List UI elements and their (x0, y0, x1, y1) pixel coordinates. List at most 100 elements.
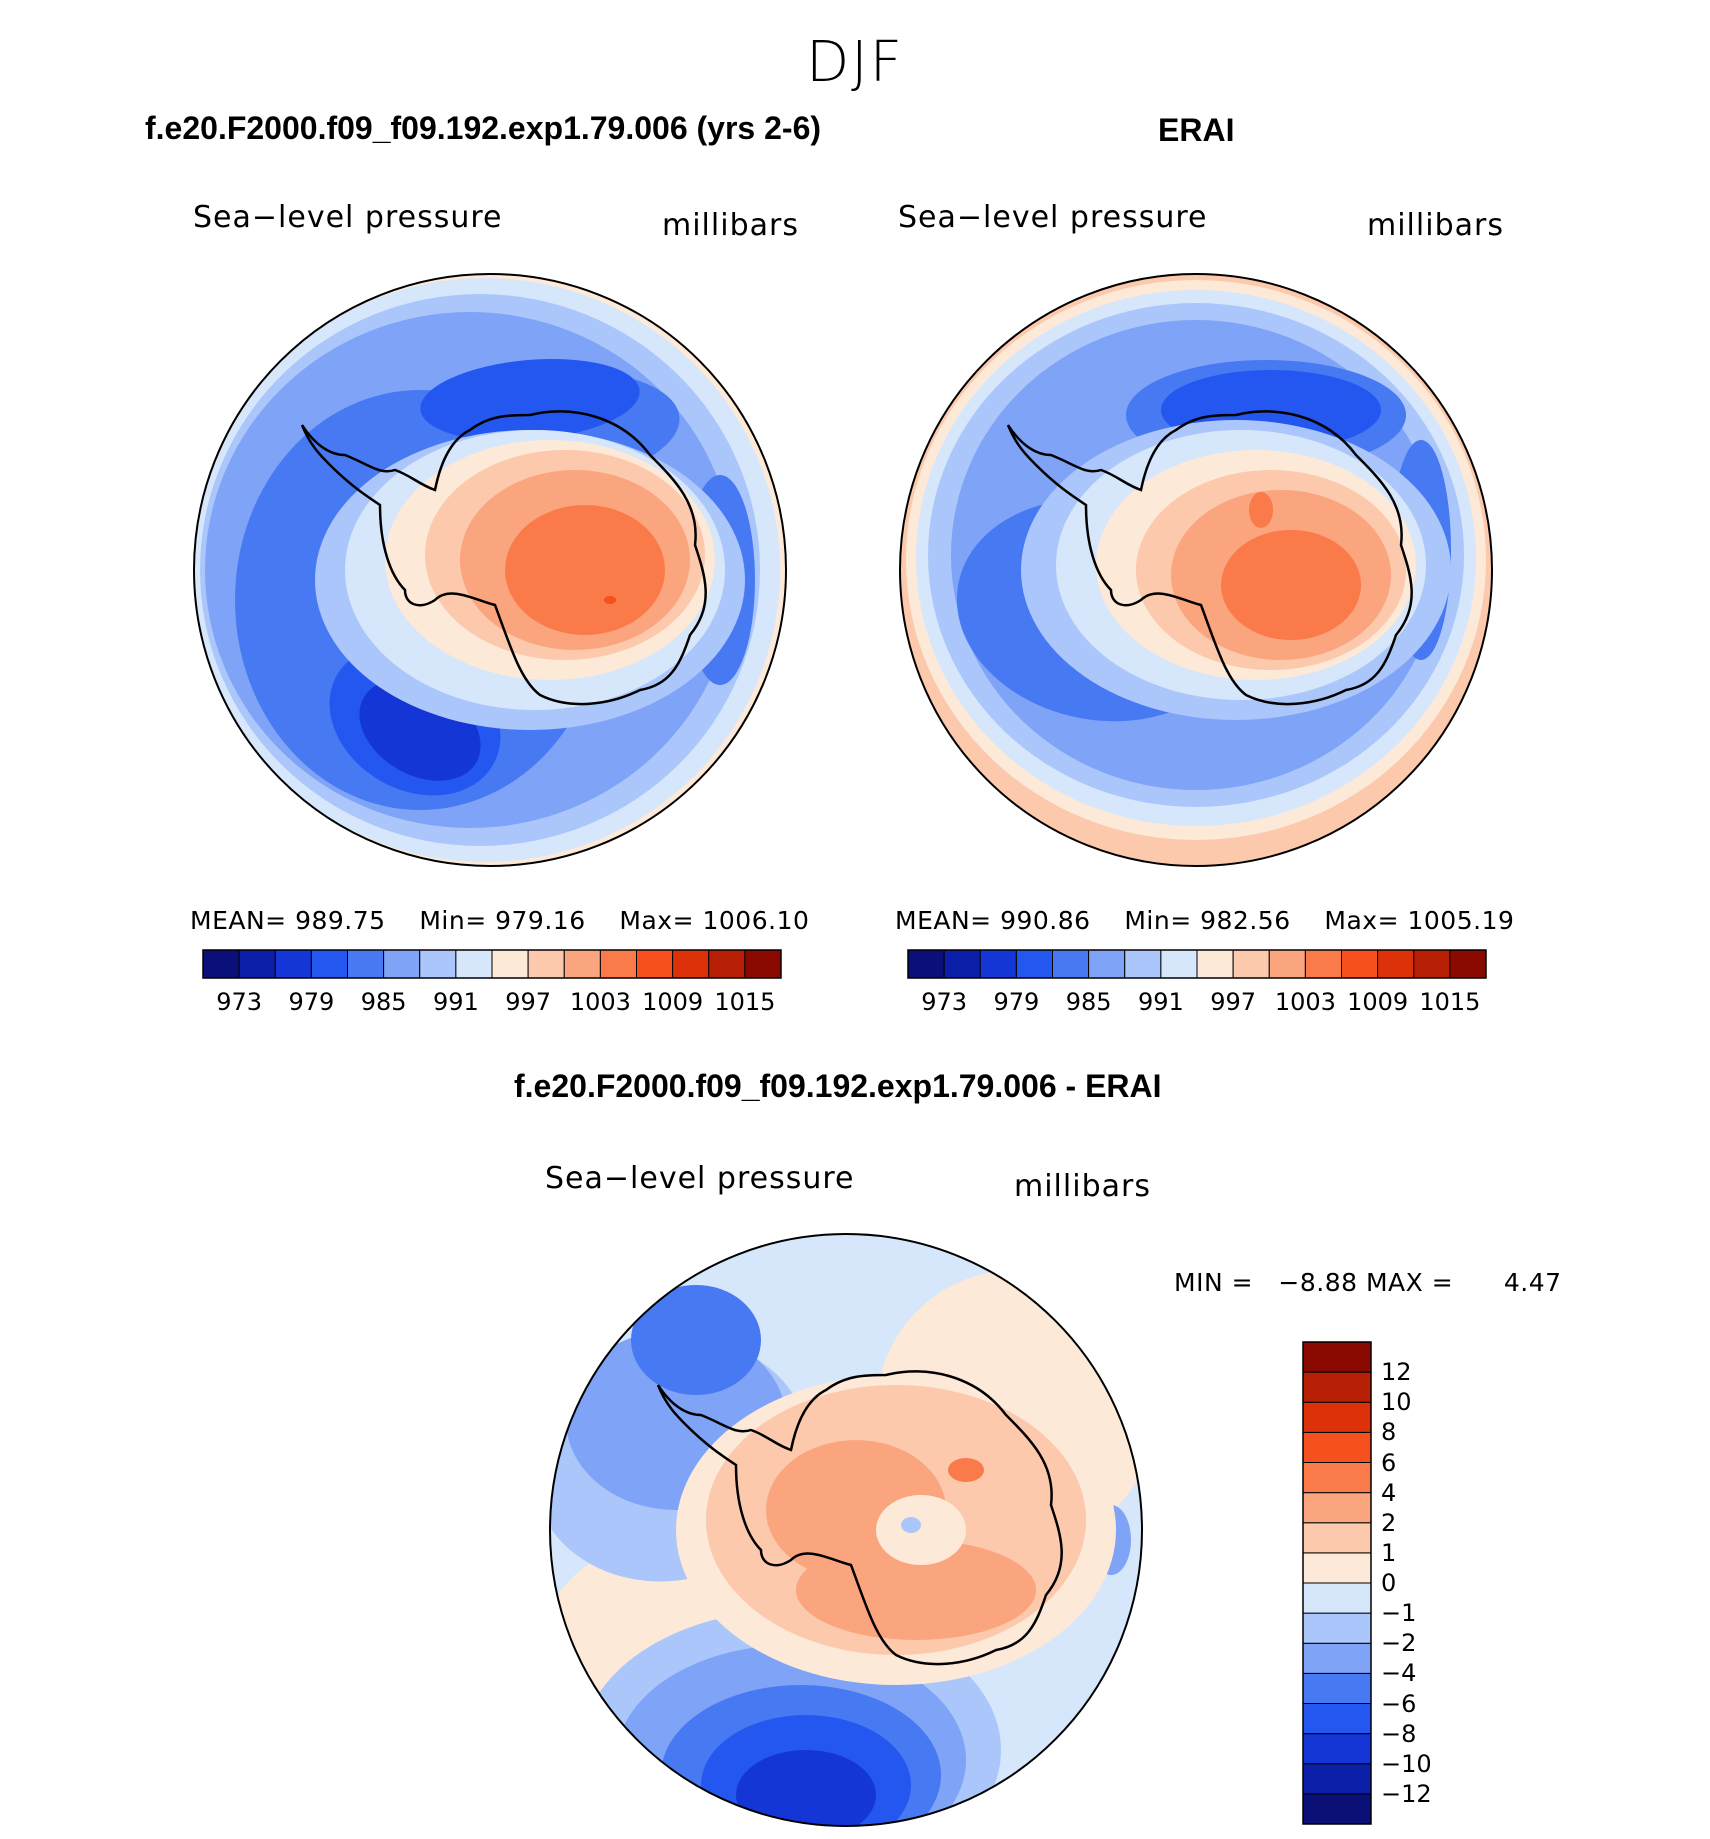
right-mean-value: 990.86 (1000, 906, 1091, 935)
diff-colorbar-box-2 (1302, 1733, 1372, 1765)
right-colorbar-box-9 (1232, 949, 1270, 979)
right-panel-title: ERAI (1158, 112, 1235, 148)
diff-units-label: millibars (1014, 1169, 1151, 1204)
left-contour-8 (420, 359, 640, 441)
diff-colorbar-tick-11: −6 (1381, 1689, 1417, 1718)
left-colorbar-box-14 (708, 949, 746, 979)
right-colorbar-tick-7: 1015 (1419, 988, 1481, 1016)
right-colorbar-tick-3: 991 (1137, 988, 1184, 1016)
left-max-value: 1006.10 (702, 906, 810, 935)
diff-colorbar-box-5 (1302, 1642, 1372, 1674)
right-units-label: millibars (1367, 208, 1504, 243)
right-colorbar-frame (907, 949, 1487, 979)
left-colorbar-tick-7: 1015 (714, 988, 776, 1016)
diff-colorbar-tick-4: 4 (1381, 1478, 1397, 1507)
left-colorbar-box-8 (491, 949, 529, 979)
diff-colorbar-tick-10: −4 (1381, 1659, 1417, 1688)
diff-colorbar-box-11 (1302, 1462, 1372, 1494)
right-mean-label: MEAN= (895, 906, 992, 935)
diff-variable-label: Sea−level pressure (545, 1161, 855, 1196)
diff-colorbar-tick-1: 10 (1381, 1388, 1412, 1417)
diff-colorbar-tick-2: 8 (1381, 1418, 1397, 1447)
diff-colorbar-box-9 (1302, 1522, 1372, 1554)
right-colorbar-tick-2: 985 (1065, 988, 1112, 1016)
left-colorbar-box-12 (636, 949, 674, 979)
left-colorbar-box-13 (672, 949, 710, 979)
left-colorbar-box-6 (419, 949, 457, 979)
diff-colorbar-tick-6: 1 (1381, 1538, 1397, 1567)
left-colorbar-box-15 (744, 949, 782, 979)
left-contour-16 (604, 596, 616, 604)
diff-panel-title: f.e20.F2000.f09_f09.192.exp1.79.006 - ER… (514, 1068, 1162, 1104)
left-colorbar-box-5 (383, 949, 421, 979)
diff-colorbar-tick-5: 2 (1381, 1508, 1397, 1537)
diff-colorbar-frame (1302, 1341, 1372, 1825)
left-colorbar-box-9 (527, 949, 565, 979)
diff-colorbar-tick-0: 12 (1381, 1358, 1412, 1387)
figure-title: DJF (806, 30, 904, 95)
left-contour-15 (505, 505, 665, 635)
right-colorbar-tick-1: 979 (993, 988, 1040, 1016)
right-map-border (899, 273, 1493, 867)
right-stats: MEAN= 990.86 Min= 982.56 Max= 1005.19 (895, 906, 1514, 935)
diff-max-label: MAX = (1365, 1268, 1454, 1297)
right-colorbar-box-5 (1088, 949, 1126, 979)
diff-min-value: −8.88 (1278, 1268, 1358, 1297)
diff-contour-15 (796, 1540, 1036, 1640)
left-colorbar (202, 949, 782, 979)
right-colorbar-box-10 (1268, 949, 1306, 979)
diff-max-value: 4.47 (1503, 1268, 1562, 1297)
diff-colorbar-tick-12: −8 (1381, 1719, 1417, 1748)
left-colorbar-tick-0: 973 (216, 988, 263, 1016)
left-colorbar-box-4 (347, 949, 385, 979)
left-panel-title: f.e20.F2000.f09_f09.192.exp1.79.006 (yrs… (145, 110, 822, 146)
diff-colorbar-tick-3: 6 (1381, 1448, 1397, 1477)
diff-colorbar-box-12 (1302, 1431, 1372, 1463)
left-colorbar-box-10 (563, 949, 601, 979)
diff-colorbar-tick-14: −12 (1381, 1779, 1432, 1808)
left-colorbar-tick-1: 979 (288, 988, 335, 1016)
left-colorbar-tick-6: 1009 (642, 988, 704, 1016)
left-max-label: Max= (619, 906, 695, 935)
left-variable-label: Sea−level pressure (193, 200, 503, 235)
right-colorbar-box-6 (1124, 949, 1162, 979)
diff-map-border (549, 1233, 1143, 1827)
diff-colorbar-box-13 (1302, 1401, 1372, 1433)
left-colorbar-tick-5: 1003 (569, 988, 631, 1016)
left-colorbar-box-11 (599, 949, 637, 979)
diff-contour-18 (948, 1458, 984, 1482)
left-colorbar-tick-2: 985 (360, 988, 407, 1016)
diff-colorbar-tick-13: −10 (1381, 1749, 1432, 1778)
left-colorbar-box-7 (455, 949, 493, 979)
diff-map (550, 1234, 1142, 1826)
right-contour-15 (1249, 492, 1273, 528)
diff-colorbar-box-1 (1302, 1763, 1372, 1795)
diff-colorbar-box-6 (1302, 1612, 1372, 1644)
diff-contour-16 (876, 1495, 966, 1565)
left-colorbar-box-3 (310, 949, 348, 979)
right-colorbar-box-0 (907, 949, 945, 979)
right-colorbar-box-13 (1377, 949, 1415, 979)
right-colorbar-box-3 (1015, 949, 1053, 979)
diff-colorbar-box-15 (1302, 1341, 1372, 1373)
diff-contour-17 (901, 1517, 921, 1533)
right-colorbar-box-15 (1449, 949, 1487, 979)
right-colorbar-box-1 (943, 949, 981, 979)
diff-colorbar-tick-7: 0 (1381, 1569, 1397, 1597)
diff-colorbar-tick-8: −1 (1381, 1599, 1417, 1628)
right-colorbar-box-4 (1052, 949, 1090, 979)
left-colorbar-tick-4: 997 (505, 988, 552, 1016)
left-units-label: millibars (662, 208, 799, 243)
diff-colorbar-tick-9: −2 (1381, 1629, 1417, 1658)
right-colorbar-tick-6: 1009 (1347, 988, 1409, 1016)
right-max-label: Max= (1324, 906, 1400, 935)
left-mean-label: MEAN= (190, 906, 287, 935)
diff-colorbar-box-10 (1302, 1492, 1372, 1524)
left-min-value: 979.16 (495, 906, 586, 935)
diff-colorbar-box-7 (1302, 1582, 1372, 1614)
right-min-value: 982.56 (1200, 906, 1291, 935)
right-map (900, 274, 1492, 866)
left-min-label: Min= (419, 906, 487, 935)
right-colorbar-box-14 (1413, 949, 1451, 979)
